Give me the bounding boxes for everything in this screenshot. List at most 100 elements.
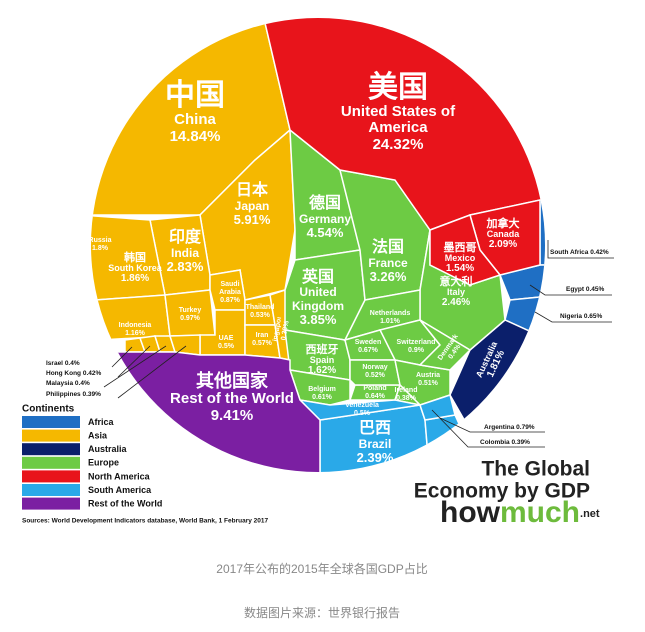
region-name: Belgium bbox=[308, 386, 336, 394]
callout-label: South Africa 0.42% bbox=[550, 249, 609, 256]
callout-value: 0.4% bbox=[65, 360, 80, 367]
region-value: 1.01% bbox=[380, 318, 400, 325]
callout-line bbox=[103, 345, 167, 388]
callout-value: 0.42% bbox=[83, 370, 102, 377]
legend-swatch bbox=[22, 456, 80, 469]
legend-swatch bbox=[22, 470, 80, 483]
region-value: 2.39% bbox=[356, 450, 394, 466]
region-value: 1.16% bbox=[125, 330, 145, 337]
region-value: 14.84% bbox=[169, 127, 221, 145]
callout-line bbox=[117, 345, 151, 378]
region-name-zh: 韩国 bbox=[124, 251, 146, 264]
region-name: Russia bbox=[88, 237, 112, 245]
region-value: 1.8% bbox=[92, 245, 108, 252]
legend-label: North America bbox=[88, 471, 151, 481]
region-name: Poland bbox=[363, 385, 387, 393]
callout-name: Colombia bbox=[480, 439, 510, 446]
label-box: Netherlands 1.01% bbox=[360, 258, 420, 378]
region-name: Brazil bbox=[358, 437, 392, 452]
label-box: Saudi Arabia 0.87% bbox=[210, 233, 250, 353]
label-box: 加拿大 Canada 2.09% bbox=[473, 174, 533, 294]
region-name: Japan bbox=[234, 199, 270, 214]
callout-name: Philippines bbox=[46, 391, 81, 398]
label-box: Sweden 0.67% bbox=[348, 287, 388, 407]
region-value: 1.86% bbox=[120, 273, 150, 285]
legend-swatch bbox=[22, 443, 80, 456]
callout-name: Hong Kong bbox=[46, 370, 81, 377]
label-box: Indonesia 1.16% bbox=[105, 270, 165, 390]
legend-title: Continents bbox=[22, 404, 75, 415]
callout-value: 0.4% bbox=[75, 380, 90, 387]
callout-label: Egypt 0.45% bbox=[566, 286, 605, 293]
region-name: Ireland bbox=[394, 387, 418, 395]
callout-name: Egypt bbox=[566, 286, 585, 293]
region-value: 0.53% bbox=[250, 312, 270, 319]
caption: 2017年公布的2015年全球各国GDP占比 bbox=[216, 561, 427, 576]
callout-line bbox=[431, 409, 545, 448]
brand-part: how bbox=[440, 496, 501, 529]
region-name-zh: 日本 bbox=[235, 182, 268, 200]
region-name: Turkey bbox=[178, 307, 202, 315]
region-value: 0.87% bbox=[220, 296, 240, 304]
label-box: 西班牙 Spain 1.62% bbox=[297, 300, 347, 420]
region-value: 0.9% bbox=[408, 347, 424, 354]
region-value: 9.41% bbox=[210, 406, 254, 424]
region-name: Germany bbox=[298, 212, 352, 227]
legend-label: Asia bbox=[88, 430, 108, 440]
callout-line bbox=[547, 240, 614, 259]
region-name: Rest of the World bbox=[170, 390, 294, 408]
region-name: China bbox=[174, 111, 216, 128]
region-value: 0.38% bbox=[396, 395, 416, 402]
region-name: Norway bbox=[362, 364, 388, 372]
callout-line bbox=[117, 345, 187, 399]
region bbox=[419, 394, 456, 421]
region-name: Venezuela bbox=[345, 402, 379, 410]
brand-part: much bbox=[500, 496, 580, 529]
region-value: 0.67% bbox=[358, 347, 378, 354]
legend-label: Africa bbox=[88, 417, 115, 427]
region-name: Switzerland bbox=[396, 339, 436, 347]
region-value: 3.85% bbox=[299, 311, 337, 327]
label-box: 德国 Germany 4.54% bbox=[285, 158, 365, 278]
region bbox=[349, 359, 401, 386]
label-box: Russia 1.8% bbox=[80, 185, 120, 305]
region-name: UAE bbox=[218, 335, 234, 343]
callout-value: 0.39% bbox=[511, 439, 530, 446]
legend-swatch bbox=[22, 484, 80, 496]
region-name-zh: 中国 bbox=[165, 79, 225, 112]
label-box: Iran 0.57% bbox=[247, 280, 277, 400]
label-box: 意大利 Italy 2.46% bbox=[429, 232, 484, 352]
label-box: 巴西 Brazil 2.39% bbox=[335, 383, 415, 503]
label-box: Thailand 0.53% bbox=[245, 252, 275, 372]
region-name: India bbox=[170, 246, 199, 261]
label-box: UAE 0.5% bbox=[211, 283, 241, 403]
label-box: 英国 United Kingdom 3.85% bbox=[278, 238, 358, 358]
callout-line bbox=[529, 284, 612, 296]
region-name: Italy bbox=[446, 286, 465, 297]
legend-swatch bbox=[22, 497, 80, 510]
region-name: Sweden bbox=[354, 339, 382, 347]
region-name-zh: 美国 bbox=[368, 70, 428, 104]
callout-value: 0.65% bbox=[584, 313, 603, 320]
region-value: 24.32% bbox=[372, 135, 424, 153]
label-box: 墨西哥 Mexico 1.54% bbox=[435, 198, 485, 318]
region-name: Thailand bbox=[245, 304, 275, 312]
region-value: 0.61% bbox=[312, 394, 332, 401]
